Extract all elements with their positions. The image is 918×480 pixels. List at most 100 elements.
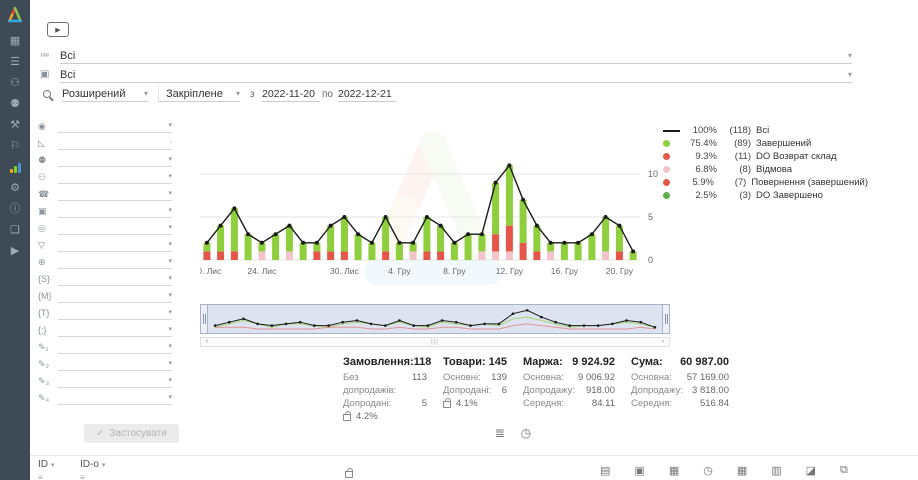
filter-custom-4[interactable]: ✎₄ ▾	[38, 388, 172, 405]
legend-dot-swatch	[663, 153, 670, 160]
svg-text:20. Гру: 20. Гру	[606, 266, 634, 276]
filter-custom-3[interactable]: ✎₃ ▾	[38, 371, 172, 388]
filter-manager[interactable]: ⚉ ▾	[38, 150, 172, 167]
analytics-icon[interactable]	[7, 159, 23, 175]
svg-text:12. Гру: 12. Гру	[496, 266, 524, 276]
legend-percent: 5.9%	[692, 177, 714, 188]
legend-item[interactable]: 100% (118) Всі	[663, 124, 868, 137]
stat-sub-label: Середня:	[523, 398, 565, 409]
legend-percent: 2.5%	[695, 190, 717, 201]
column-menu-icon[interactable]: ≡	[80, 473, 85, 480]
info-icon[interactable]: ⓘ	[9, 203, 21, 215]
dashboard-icon[interactable]: ▦	[9, 35, 21, 47]
status-filter-select[interactable]: Всі ▾	[60, 48, 852, 64]
pinned-value: Закріплене	[166, 87, 223, 100]
date-from-value: 2022-11-20	[262, 87, 315, 100]
column-header-id[interactable]: ID ▾ ≡	[38, 459, 55, 480]
bag-icon[interactable]	[345, 468, 353, 478]
sort-caret-icon[interactable]: ▾	[101, 461, 106, 469]
orders-chart[interactable]: 0 5 10 20. Лис 24. Лис 30. Лис 4. Гру 8. Гру 12.…	[200, 132, 670, 282]
column-menu-icon[interactable]: ≡	[38, 473, 43, 480]
legend-item[interactable]: 2.5% (3) DO Завершено	[663, 189, 868, 202]
status-filter-icon: ≔	[40, 50, 50, 61]
date-to-input[interactable]: 2022-12-21	[338, 86, 396, 102]
filter-funnel[interactable]: ▽ ▾	[38, 235, 172, 252]
table-header-icons: ▤ ▣ ▦ ◷ ▦ ▥ ◪ ⧉	[600, 464, 848, 477]
chart-scrollbar[interactable]: ‹ ||| ›	[200, 337, 670, 347]
clipboard-icon[interactable]: ▥	[771, 465, 782, 477]
chevron-down-icon: ▾	[168, 207, 172, 214]
scroll-right-icon[interactable]: ›	[661, 338, 665, 345]
calendar-icon[interactable]: ▦	[668, 465, 680, 477]
legend-item[interactable]: 9.3% (11) DO Возврат склад	[663, 150, 868, 163]
legend-item[interactable]: 6.8% (8) Відмова	[663, 163, 868, 176]
filter-field-t[interactable]: {T} ▾	[38, 303, 172, 320]
filter-custom-1[interactable]: ✎₁ ▾	[38, 337, 172, 354]
tools-icon[interactable]: ⚒	[10, 119, 20, 131]
filter-scan[interactable]: ◎ ▾	[38, 218, 172, 235]
table-view-icon[interactable]: ≣	[494, 426, 505, 440]
chevron-down-icon: ▾	[168, 122, 172, 129]
export-icon[interactable]: ⧉	[840, 464, 848, 476]
svg-text:0: 0	[648, 255, 653, 265]
column-header-id-o[interactable]: ID-о ▾ ≡	[80, 459, 105, 480]
product-filter-select[interactable]: Всі ▾	[60, 67, 852, 83]
time-view-icon[interactable]: ◷	[520, 426, 532, 440]
svg-text:30. Лис: 30. Лис	[330, 266, 360, 276]
sort-caret-icon[interactable]: ▾	[51, 461, 55, 469]
stat-sub-label: Основна:	[631, 372, 672, 383]
filter-funnel-stage[interactable]: ◺ -	[38, 133, 172, 150]
date-from-input[interactable]: 2022-11-20	[262, 86, 320, 102]
chevron-down-icon: ▾	[168, 241, 172, 248]
filter-phone[interactable]: ☎ ▾	[38, 184, 172, 201]
stat-sub-value: 113	[411, 372, 427, 383]
navigator-handle-left[interactable]	[201, 305, 208, 333]
stats-column: Сума: 60 987.00 Основна: 57 169.00 Допродажу…	[631, 356, 729, 423]
app-logo[interactable]	[5, 5, 25, 23]
legend-item[interactable]: 5.9% (7) Повернення (завершений)	[663, 176, 868, 189]
legend-count: (11)	[734, 151, 751, 162]
apply-button[interactable]: ✓ Застосувати	[84, 424, 179, 443]
filter-field-s[interactable]: {S} ▾	[38, 269, 172, 286]
stat-value: 118	[413, 356, 432, 368]
filter-client-group[interactable]: ⚇ ▾	[38, 167, 172, 184]
filter-field-c[interactable]: {;} ▾	[38, 320, 172, 337]
stat-sub-value: 5	[421, 398, 427, 409]
campaigns-icon[interactable]: ⚐	[10, 140, 20, 152]
filter-country[interactable]: ◉ ▾	[38, 116, 172, 133]
tutorials-icon[interactable]: ▶	[10, 245, 20, 257]
legend-item[interactable]: 75.4% (89) Завершений	[663, 137, 868, 150]
scroll-left-icon[interactable]: ‹	[205, 338, 209, 345]
legend-label: DO Завершено	[756, 190, 823, 201]
navigator-handle-right[interactable]	[662, 305, 669, 333]
filter-custom-2[interactable]: ✎₂ ▾	[38, 354, 172, 371]
tags-icon[interactable]: ❏	[10, 224, 20, 236]
scrollbar-grip[interactable]: |||	[431, 339, 439, 345]
filter-region[interactable]: ⊕ ▾	[38, 252, 172, 269]
package-icon[interactable]: ▣	[634, 465, 645, 477]
pinned-select[interactable]: Закріплене ▾	[158, 86, 240, 102]
settings-icon[interactable]: ⚙	[10, 182, 20, 194]
orders-icon[interactable]: ☰	[10, 56, 20, 68]
clients-icon[interactable]: ⚇	[10, 77, 20, 89]
chevron-down-icon: ▾	[168, 343, 172, 350]
navigator-chart[interactable]	[208, 305, 662, 333]
search-mode-select[interactable]: Розширений ▾	[62, 86, 148, 102]
chart-icon[interactable]: ◪	[805, 465, 817, 477]
country-icon: ◉	[38, 121, 46, 131]
status-filter-value: Всі	[60, 49, 76, 62]
chart-navigator[interactable]	[200, 304, 670, 334]
legend-count: (118)	[729, 125, 751, 136]
funnel-icon: ▽	[38, 240, 45, 250]
filter-field-m[interactable]: {M} ▾	[38, 286, 172, 303]
chevron-down-icon: ▾	[168, 156, 172, 163]
calendar-2-icon[interactable]: ▦	[736, 465, 748, 477]
chevron-down-icon: ▾	[168, 360, 172, 367]
money-icon[interactable]: ▤	[600, 465, 611, 477]
clock-icon[interactable]: ◷	[703, 465, 713, 477]
video-tutorial-button[interactable]: ▶	[47, 22, 69, 37]
contacts-icon[interactable]: ⚉	[10, 98, 20, 110]
filter-product[interactable]: ▣ ▾	[38, 201, 172, 218]
play-icon: ▶	[55, 26, 61, 34]
legend-count: (7)	[734, 177, 747, 188]
